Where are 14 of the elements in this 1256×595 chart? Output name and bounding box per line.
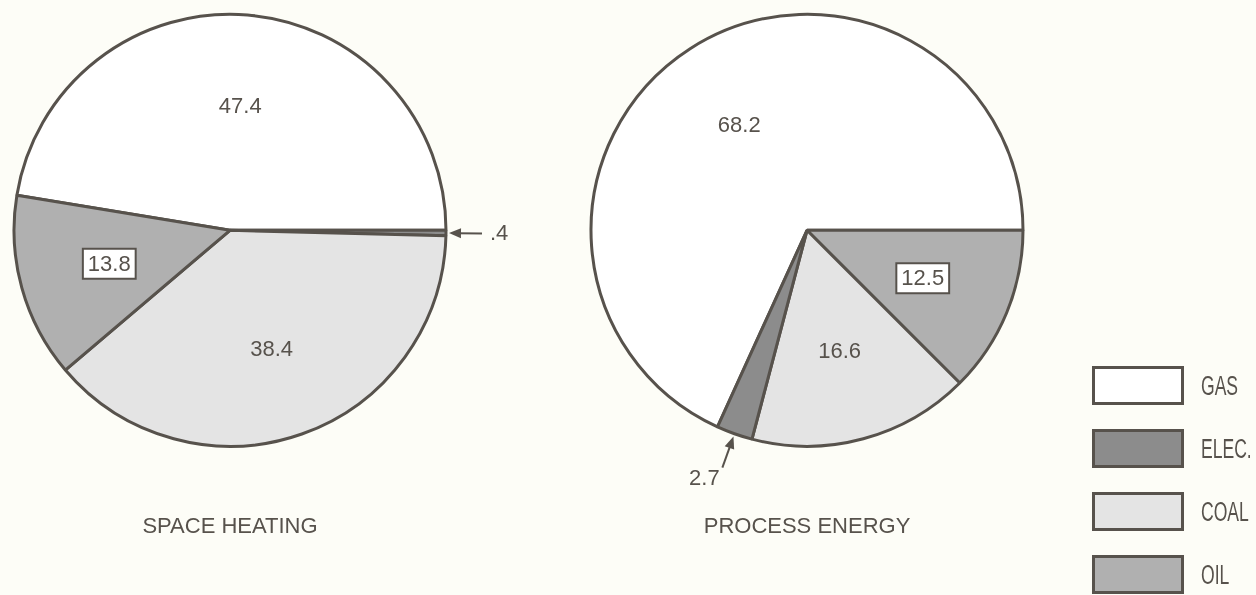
text: SPACE HEATING [142, 512, 318, 538]
data-label: 13.8 [87, 250, 131, 276]
data-label: 12.5 [901, 265, 945, 291]
data-label: .4 [489, 219, 509, 245]
data-label: 38.4 [250, 335, 294, 361]
data-label: 47.4 [218, 92, 262, 118]
legend-label: COAL [1201, 496, 1249, 527]
legend-label: ELEC. [1201, 433, 1252, 464]
data-label: 16.6 [818, 338, 862, 364]
text: PROCESS ENERGY [703, 512, 911, 538]
legend-label: GAS [1201, 370, 1239, 401]
data-label: 68.2 [717, 112, 761, 138]
data-label: 2.7 [689, 465, 720, 491]
legend-label: OIL [1201, 559, 1230, 590]
